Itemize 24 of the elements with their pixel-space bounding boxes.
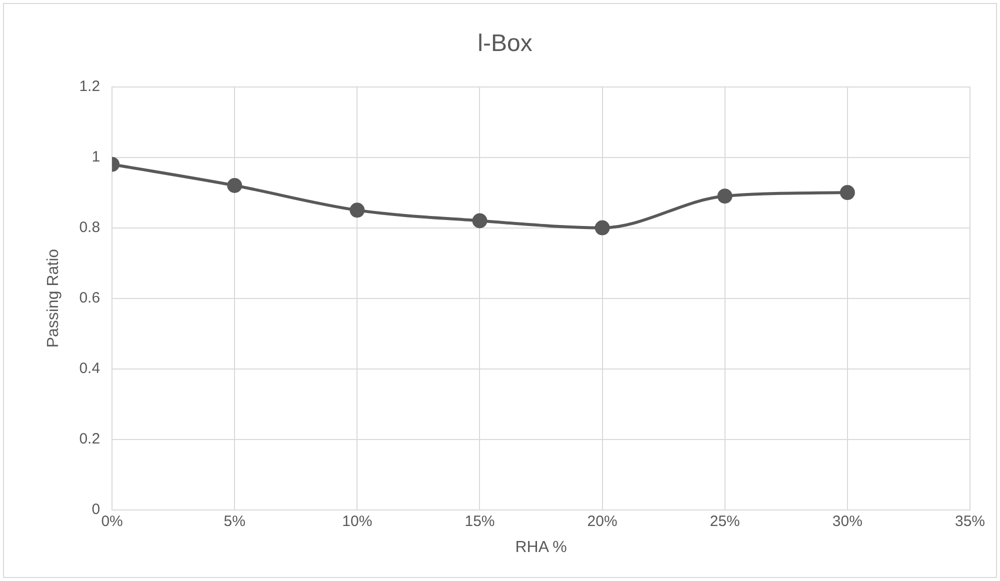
x-tick-label: 5% bbox=[224, 512, 246, 530]
point bbox=[350, 202, 365, 218]
y-tick-label: 1.2 bbox=[79, 78, 100, 95]
point bbox=[594, 220, 610, 236]
point bbox=[227, 178, 242, 193]
x-tick-label: 10% bbox=[342, 512, 372, 530]
y-tick-label: 0.2 bbox=[79, 430, 100, 448]
y-tick-label: 0 bbox=[92, 500, 100, 518]
y-tick-label: 1 bbox=[92, 148, 100, 166]
y-tick-label: 0.6 bbox=[79, 289, 100, 306]
point bbox=[717, 188, 732, 204]
x-tick-label: 0% bbox=[101, 512, 123, 530]
x-tick-label: 25% bbox=[710, 512, 740, 530]
y-tick-label: 0.8 bbox=[79, 218, 100, 236]
x-tick-label: 20% bbox=[587, 512, 618, 530]
x-tick-label: 30% bbox=[832, 512, 862, 530]
y-tick-label: 0.4 bbox=[79, 360, 100, 377]
point bbox=[840, 185, 855, 200]
x-tick-label: 15% bbox=[464, 512, 495, 530]
y-axis-title: Passing Ratio bbox=[45, 248, 62, 348]
x-tick-label: 35% bbox=[954, 512, 986, 530]
x-axis-title: RHA % bbox=[515, 538, 567, 556]
point bbox=[472, 213, 488, 228]
chart-title: l-Box bbox=[478, 30, 532, 58]
